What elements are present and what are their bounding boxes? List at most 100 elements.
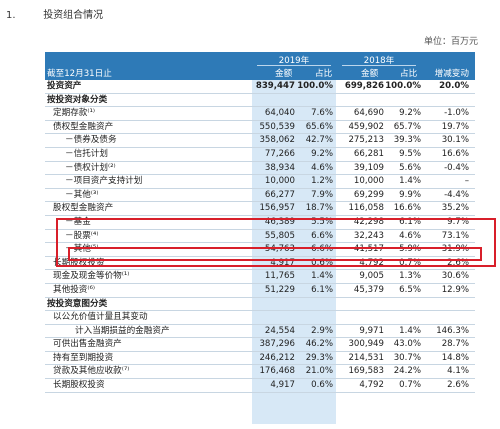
amount-2019: 11,765 [264, 271, 295, 282]
share-2018: 65.7% [393, 121, 421, 132]
table-row: 以公允价值计量且其变动 [45, 311, 475, 325]
row-label: 定期存款⁽¹⁾ [53, 108, 96, 119]
amount-2019: 66,277 [264, 189, 295, 200]
row-label: 其他投资⁽⁶⁾ [53, 284, 96, 295]
amount-2018: 4,792 [359, 257, 384, 268]
table-row: 长期股权投资 4,917 0.6% 4,792 0.7% 2.6% [45, 257, 475, 271]
share-2018: 5.9% [399, 244, 421, 255]
amount-2018: 214,531 [348, 352, 384, 363]
table-row: 长期股权投资 4,917 0.6% 4,792 0.7% 2.6% [45, 379, 475, 393]
share-2019: 6.6% [311, 230, 333, 241]
highlight-box-stocks [68, 247, 482, 261]
amount-2018: 459,902 [348, 121, 384, 132]
table-row: 贷款及其他应收款⁽⁷⁾ 176,468 21.0% 169,583 24.2% 4.1% [45, 365, 475, 380]
change-value: 14.8% [441, 352, 469, 363]
row-label: －其他⁽³⁾ [65, 189, 99, 200]
header-share-2019: 占比 [315, 69, 333, 79]
header-divider-2019 [257, 65, 331, 66]
amount-2019: 550,539 [259, 121, 295, 132]
share-2018: 9.9% [399, 189, 421, 200]
header-period-label: 截至12月31日止 [47, 69, 112, 79]
share-2019: 7.6% [311, 108, 333, 119]
change-value: 31.9% [441, 244, 469, 255]
share-2019: 42.7% [305, 135, 333, 146]
row-label: －债权计划⁽²⁾ [65, 162, 116, 173]
row-label: 以公允价值计量且其变动 [53, 312, 148, 323]
share-2019: 29.3% [305, 352, 333, 363]
table-body: 投资资产 839,447 100.0% 699,826 100.0% 20.0% 按投资对象… [45, 80, 475, 393]
change-value: 73.1% [441, 230, 469, 241]
row-label: 贷款及其他应收款⁽⁷⁾ [53, 366, 130, 377]
row-label: －股票⁽⁴⁾ [65, 230, 99, 241]
amount-2018: 10,000 [353, 176, 384, 187]
change-value: 12.9% [441, 284, 469, 295]
share-2019: 5.5% [311, 216, 333, 227]
amount-2019: 176,468 [259, 366, 295, 377]
share-2019: 7.9% [311, 189, 333, 200]
row-label: －其他⁽⁵⁾ [65, 244, 99, 255]
share-2018: 9.5% [399, 148, 421, 159]
change-value: 20.0% [439, 81, 469, 91]
header-amount-2019: 金额 [275, 69, 293, 79]
row-label: －基金 [65, 216, 91, 227]
row-label: －信托计划 [65, 148, 108, 159]
amount-2018: 4,792 [359, 380, 384, 391]
amount-2018: 275,213 [348, 135, 384, 146]
amount-2019: 358,062 [259, 135, 295, 146]
share-2019: 1.2% [311, 176, 333, 187]
change-value: 30.1% [441, 135, 469, 146]
change-value: 2.6% [447, 257, 469, 268]
row-label: 现金及现金等价物⁽¹⁾ [53, 271, 130, 282]
amount-2018: 42,298 [353, 216, 384, 227]
table-row: －债权计划⁽²⁾ 38,934 4.6% 39,109 5.6% -0.4% [45, 162, 475, 176]
row-label: 计入当期损益的金融资产 [75, 325, 170, 336]
row-label: 投资资产 [47, 81, 82, 91]
table-row: 按投资对象分类 [45, 94, 475, 108]
share-2018: 0.7% [399, 257, 421, 268]
amount-2019: 387,296 [259, 339, 295, 350]
share-2018: 6.1% [399, 216, 421, 227]
table-row: －项目资产支持计划 10,000 1.2% 10,000 1.4% – [45, 175, 475, 189]
row-label: 按投资意图分类 [47, 298, 108, 309]
amount-2018: 41,517 [353, 244, 384, 255]
table-row: －其他⁽⁵⁾ 54,763 6.6% 41,517 5.9% 31.9% [45, 243, 475, 257]
share-2019: 21.0% [305, 366, 333, 377]
table-row: －基金 46,389 5.5% 42,298 6.1% 9.7% [45, 216, 475, 230]
table-row: 持有至到期投资 246,212 29.3% 214,531 30.7% 14.8% [45, 352, 475, 366]
amount-2019: 156,957 [259, 203, 295, 214]
amount-2018: 116,058 [348, 203, 384, 214]
amount-2019: 24,554 [264, 325, 295, 336]
amount-2018: 9,971 [359, 325, 384, 336]
change-value: 146.3% [436, 325, 469, 336]
share-2019: 6.1% [311, 284, 333, 295]
table-row: 可供出售金融资产 387,296 46.2% 300,949 43.0% 28.7% [45, 338, 475, 352]
change-value: 16.6% [441, 148, 469, 159]
share-2018: 1.4% [399, 176, 421, 187]
row-label: 按投资对象分类 [47, 94, 108, 105]
amount-2019: 77,266 [264, 148, 295, 159]
row-label: 长期股权投资 [53, 380, 105, 391]
change-value: -1.0% [444, 108, 469, 119]
table-row: －债券及债务 358,062 42.7% 275,213 39.3% 30.1% [45, 134, 475, 148]
share-2019: 0.6% [311, 380, 333, 391]
amount-2018: 64,690 [353, 108, 384, 119]
amount-2018: 66,281 [353, 148, 384, 159]
share-2019: 4.6% [311, 162, 333, 173]
table-row: －信托计划 77,266 9.2% 66,281 9.5% 16.6% [45, 148, 475, 162]
table-row: 按投资意图分类 [45, 298, 475, 312]
header-year-2019: 2019年 [278, 56, 310, 66]
section-heading: 1. 投资组合情况 [6, 6, 103, 21]
table-row: 定期存款⁽¹⁾ 64,040 7.6% 64,690 9.2% -1.0% [45, 107, 475, 121]
row-label: －项目资产支持计划 [65, 176, 143, 187]
share-2019: 46.2% [305, 339, 333, 350]
share-2018: 4.6% [399, 230, 421, 241]
share-2019: 1.4% [311, 271, 333, 282]
amount-2019: 4,917 [270, 257, 295, 268]
amount-2018: 39,109 [353, 162, 384, 173]
table-row: －其他⁽³⁾ 66,277 7.9% 69,299 9.9% -4.4% [45, 189, 475, 203]
share-2019: 65.6% [305, 121, 333, 132]
share-2018: 24.2% [393, 366, 421, 377]
amount-2018: 9,005 [359, 271, 384, 282]
share-2019: 100.0% [297, 81, 333, 91]
amount-2018: 69,299 [353, 189, 384, 200]
